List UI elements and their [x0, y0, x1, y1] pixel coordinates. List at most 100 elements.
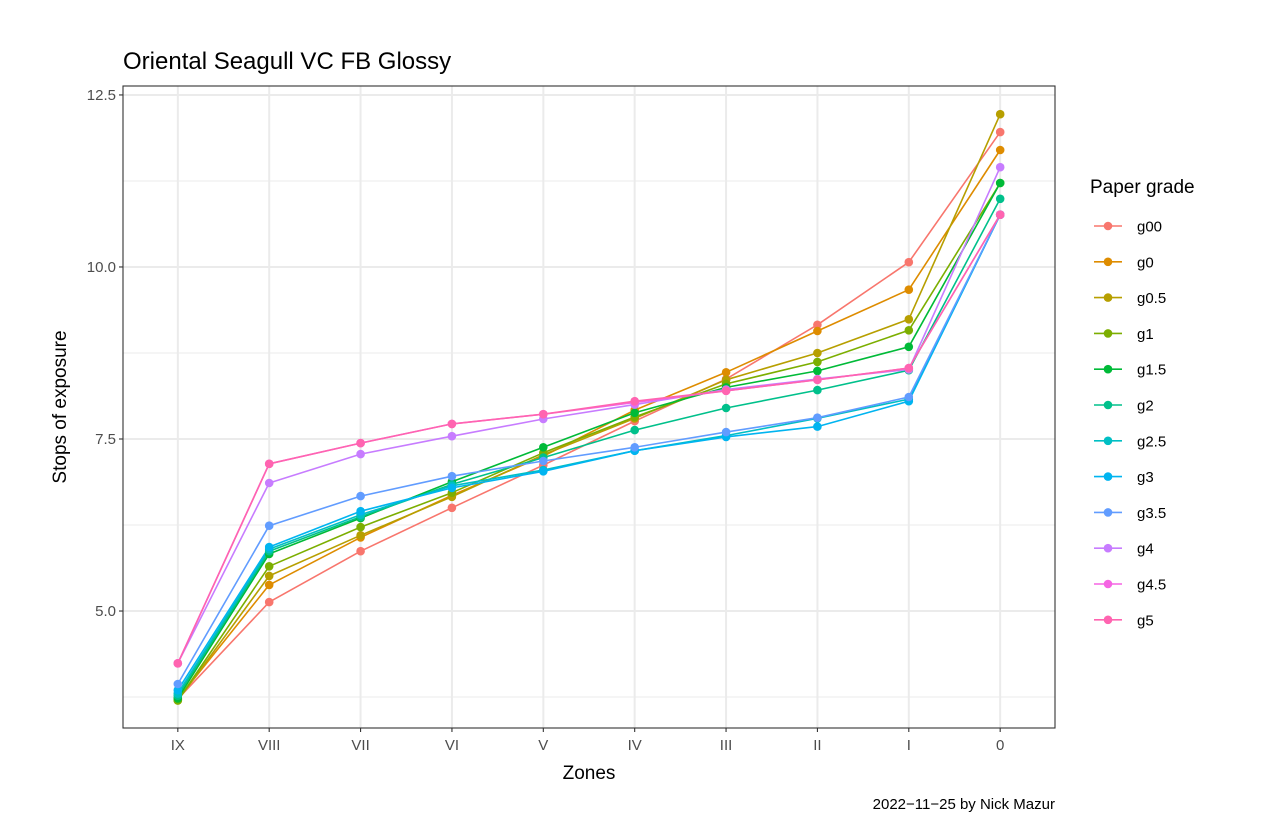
legend-item-g1.5: g1.5	[1094, 362, 1166, 379]
legend-key-point	[1103, 221, 1113, 231]
data-point-g4	[356, 449, 365, 459]
data-point-g3	[447, 483, 457, 493]
legend-label: g4	[1137, 541, 1154, 558]
legend-item-g4.5: g4.5	[1094, 577, 1166, 594]
series-line-g1.5	[177, 182, 1001, 699]
data-point-g4	[995, 162, 1005, 172]
data-point-g5	[630, 396, 639, 406]
legend: Paper grade g00 g0 g0.5 g1 g1.5 g2 g2.5 g3 g3.5 g…	[1090, 177, 1195, 629]
data-point-g00	[447, 503, 457, 513]
data-point-g1	[904, 326, 914, 335]
legend-title: Paper grade	[1090, 177, 1195, 198]
data-point-g3.5	[356, 491, 365, 501]
data-point-g1.5	[813, 366, 822, 376]
series-line-g0	[177, 149, 1001, 700]
x-tick-label: VII	[351, 737, 369, 754]
series-line-g3.5	[177, 214, 1001, 685]
data-point-g5	[995, 210, 1005, 219]
data-point-g0	[721, 368, 731, 377]
legend-key-point	[1103, 329, 1113, 338]
data-point-g0	[995, 145, 1005, 155]
data-point-g5	[447, 419, 457, 429]
data-point-g5	[539, 409, 548, 419]
data-point-g4	[447, 431, 457, 441]
legend-item-g3.5: g3.5	[1094, 505, 1166, 522]
legend-label: g0.5	[1137, 290, 1166, 307]
y-axis: 5.0 7.5 10.0 12.5	[87, 87, 123, 620]
data-point-g0	[813, 326, 822, 336]
data-point-g0	[904, 285, 914, 295]
data-point-g3.5	[904, 392, 914, 402]
legend-key-point	[1103, 615, 1113, 625]
series-lines	[177, 113, 1001, 701]
plot-border	[122, 85, 1056, 729]
data-point-g3.5	[447, 471, 457, 481]
x-tick-label: IV	[628, 737, 642, 754]
data-point-g4	[264, 478, 274, 488]
series-line-g1	[177, 182, 1001, 701]
data-point-g5	[904, 363, 914, 373]
data-point-g00	[356, 546, 365, 556]
data-point-g5	[264, 459, 274, 469]
data-point-g2	[630, 425, 639, 435]
x-tick-label: 0	[996, 737, 1004, 754]
legend-label: g1	[1137, 326, 1154, 343]
data-point-g3.5	[264, 521, 274, 530]
series-line-g5	[177, 214, 1001, 664]
legend-key-point	[1103, 400, 1113, 410]
data-point-g0.5	[264, 571, 274, 581]
data-point-g0.5	[813, 348, 822, 358]
minor-gridlines	[123, 180, 1055, 698]
x-tick-label: I	[907, 737, 911, 754]
data-point-g1	[813, 357, 822, 367]
legend-item-g00: g00	[1094, 219, 1162, 236]
legend-key-point	[1103, 364, 1113, 374]
series-line-g3	[177, 214, 1001, 691]
y-tick-label: 5.0	[95, 603, 116, 620]
plot-panel	[122, 85, 1056, 729]
legend-label: g00	[1137, 219, 1162, 236]
data-point-g1.5	[630, 408, 639, 418]
data-point-g5	[356, 438, 365, 448]
data-point-g00	[904, 257, 914, 267]
data-point-g00	[813, 320, 822, 330]
y-tick-label: 7.5	[95, 431, 116, 448]
data-point-g2	[813, 385, 822, 395]
data-point-g0.5	[904, 315, 914, 324]
data-point-g1.5	[904, 342, 914, 352]
data-point-g00	[995, 127, 1005, 137]
chart-title: Oriental Seagull VC FB Glossy	[123, 48, 451, 75]
series-line-g0.5	[177, 113, 1001, 701]
legend-item-g3: g3	[1094, 469, 1154, 486]
data-point-g5	[813, 375, 822, 385]
legend-label: g5	[1137, 612, 1154, 629]
y-axis-title: Stops of exposure	[50, 330, 71, 483]
legend-key-point	[1103, 472, 1113, 481]
legend-label: g1.5	[1137, 362, 1166, 379]
x-tick-label: III	[720, 737, 733, 754]
legend-item-g2: g2	[1094, 398, 1154, 415]
data-point-g1.5	[995, 178, 1005, 188]
data-point-g3.5	[173, 679, 183, 689]
data-point-g3.5	[539, 456, 548, 466]
data-point-g5	[173, 659, 183, 668]
legend-label: g2	[1137, 398, 1154, 415]
y-tick-label: 10.0	[87, 259, 116, 276]
data-point-g2	[721, 403, 731, 413]
data-point-g1	[356, 522, 365, 532]
legend-item-g0.5: g0.5	[1094, 290, 1166, 307]
data-point-g3.5	[721, 427, 731, 437]
legend-item-g4: g4	[1094, 541, 1154, 558]
y-tick-label: 12.5	[87, 87, 116, 104]
legend-key-point	[1103, 543, 1113, 553]
data-point-g3.5	[813, 413, 822, 423]
legend-item-g0: g0	[1094, 254, 1154, 271]
legend-label: g3.5	[1137, 505, 1166, 522]
x-tick-label: VI	[445, 737, 459, 754]
legend-key-point	[1103, 293, 1113, 302]
data-point-g2	[995, 194, 1005, 204]
caption: 2022−11−25 by Nick Mazur	[873, 796, 1055, 813]
data-point-g3	[356, 506, 365, 516]
x-axis: IX VIII VII VI V IV III II I 0	[171, 728, 1004, 754]
